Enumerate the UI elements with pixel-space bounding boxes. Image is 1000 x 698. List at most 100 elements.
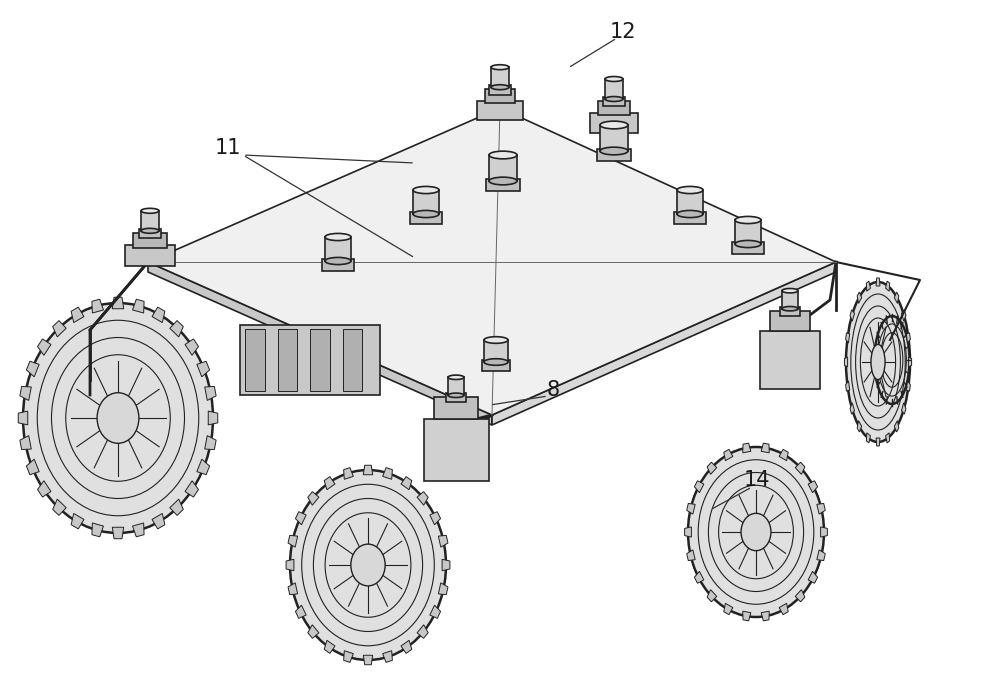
Bar — [482, 360, 510, 371]
Polygon shape — [148, 108, 836, 415]
Bar — [677, 190, 703, 214]
Bar — [605, 79, 623, 99]
Polygon shape — [724, 603, 733, 615]
Polygon shape — [876, 278, 880, 286]
Polygon shape — [886, 281, 890, 291]
Polygon shape — [707, 590, 717, 602]
Ellipse shape — [448, 393, 464, 397]
Polygon shape — [886, 433, 890, 443]
Ellipse shape — [290, 470, 446, 660]
Polygon shape — [308, 625, 319, 639]
Polygon shape — [844, 357, 848, 367]
Ellipse shape — [141, 228, 159, 233]
Polygon shape — [685, 527, 691, 537]
Bar — [342, 329, 362, 391]
Ellipse shape — [782, 288, 798, 293]
Polygon shape — [901, 310, 906, 321]
Ellipse shape — [874, 316, 910, 404]
Ellipse shape — [677, 210, 703, 218]
Polygon shape — [417, 491, 428, 505]
Bar — [413, 190, 439, 214]
Polygon shape — [694, 481, 704, 493]
Polygon shape — [288, 583, 298, 595]
Ellipse shape — [677, 186, 703, 193]
Polygon shape — [417, 625, 428, 639]
Ellipse shape — [97, 393, 139, 443]
Polygon shape — [866, 433, 870, 443]
Bar — [485, 89, 515, 103]
Polygon shape — [324, 477, 335, 490]
Polygon shape — [817, 503, 825, 514]
Ellipse shape — [325, 233, 351, 241]
Bar — [780, 306, 800, 315]
Bar — [491, 67, 509, 87]
Ellipse shape — [600, 147, 628, 155]
Polygon shape — [906, 333, 910, 343]
Ellipse shape — [605, 77, 623, 82]
Polygon shape — [821, 527, 827, 537]
Bar — [310, 329, 330, 391]
Ellipse shape — [448, 375, 464, 380]
Polygon shape — [288, 535, 298, 547]
Polygon shape — [197, 459, 210, 475]
Polygon shape — [295, 512, 306, 525]
Bar — [139, 229, 161, 238]
Bar — [770, 311, 810, 331]
Polygon shape — [694, 572, 704, 584]
Polygon shape — [401, 477, 412, 490]
Polygon shape — [38, 339, 51, 355]
Polygon shape — [743, 443, 751, 453]
Bar — [760, 331, 820, 389]
Ellipse shape — [23, 303, 213, 533]
Polygon shape — [363, 655, 373, 664]
Polygon shape — [133, 523, 144, 537]
Bar — [590, 113, 638, 133]
Ellipse shape — [735, 216, 761, 223]
Polygon shape — [430, 605, 441, 618]
Polygon shape — [344, 468, 353, 480]
Polygon shape — [438, 535, 448, 547]
Polygon shape — [383, 651, 392, 662]
Ellipse shape — [489, 177, 517, 185]
Ellipse shape — [491, 65, 509, 70]
Ellipse shape — [491, 84, 509, 89]
Bar — [446, 393, 466, 402]
Ellipse shape — [351, 544, 385, 586]
Polygon shape — [26, 362, 39, 377]
Polygon shape — [906, 381, 910, 391]
Ellipse shape — [141, 208, 159, 214]
Ellipse shape — [484, 336, 508, 343]
Polygon shape — [846, 381, 850, 391]
Bar — [424, 419, 488, 481]
Polygon shape — [850, 403, 855, 414]
Polygon shape — [761, 611, 769, 621]
Polygon shape — [908, 357, 912, 367]
Polygon shape — [18, 411, 28, 425]
Polygon shape — [308, 491, 319, 505]
Polygon shape — [112, 297, 124, 309]
Polygon shape — [53, 320, 66, 337]
Polygon shape — [344, 651, 353, 662]
Polygon shape — [857, 421, 862, 432]
Ellipse shape — [484, 359, 508, 365]
Polygon shape — [152, 307, 165, 322]
Bar — [240, 325, 380, 395]
Bar — [735, 220, 761, 244]
Polygon shape — [808, 572, 818, 584]
Polygon shape — [170, 320, 183, 337]
Ellipse shape — [688, 447, 824, 617]
Polygon shape — [442, 559, 450, 571]
Polygon shape — [170, 499, 183, 515]
Bar — [448, 378, 464, 395]
Ellipse shape — [413, 186, 439, 193]
Polygon shape — [850, 310, 855, 321]
Polygon shape — [401, 640, 412, 653]
Polygon shape — [876, 438, 880, 446]
Bar — [782, 290, 798, 309]
Bar — [732, 242, 764, 254]
Polygon shape — [894, 292, 899, 304]
Polygon shape — [779, 450, 788, 461]
Text: 11: 11 — [215, 138, 241, 158]
Polygon shape — [724, 450, 733, 461]
Ellipse shape — [735, 240, 761, 248]
